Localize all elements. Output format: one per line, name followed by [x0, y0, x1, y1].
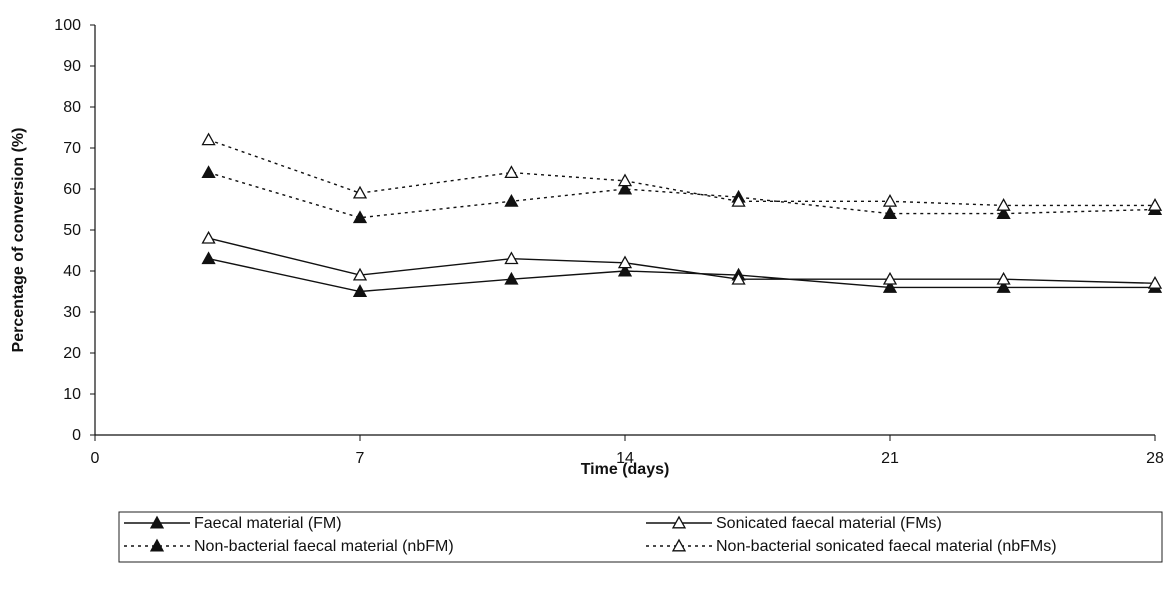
- data-point: [1147, 198, 1163, 211]
- series-layer: [201, 132, 1163, 297]
- data-point: [504, 271, 519, 285]
- x-tick-labels: 0 7 14 21 28: [91, 450, 1164, 467]
- y-tick-label: 90: [63, 58, 81, 75]
- data-point: [617, 255, 633, 269]
- data-point: [996, 271, 1011, 285]
- y-axis-title: Percentage of conversion (%): [10, 128, 27, 353]
- data-point: [201, 165, 216, 179]
- y-tick-label: 0: [72, 427, 81, 444]
- x-tick-label: 0: [91, 450, 100, 467]
- x-tick-label: 28: [1146, 450, 1164, 467]
- data-point: [1147, 275, 1163, 289]
- legend-item: Faecal material (FM): [124, 515, 342, 532]
- legend-marker: [149, 538, 165, 552]
- y-tick-label: 70: [63, 140, 81, 157]
- data-point: [504, 193, 519, 207]
- x-tick-label: 7: [356, 450, 365, 467]
- x-tick-label: 21: [881, 450, 899, 467]
- y-tick-label: 30: [63, 304, 81, 321]
- data-point: [352, 267, 368, 281]
- data-point: [996, 280, 1011, 293]
- data-point: [352, 284, 368, 297]
- data-point: [352, 210, 368, 224]
- data-point: [731, 193, 746, 207]
- data-point: [882, 280, 898, 293]
- series-1: [201, 251, 1163, 297]
- data-point: [617, 263, 633, 277]
- data-point: [882, 271, 898, 285]
- legend-items: Faecal material (FM) Sonicated faecal mat…: [124, 515, 1057, 555]
- y-tick-label: 50: [63, 222, 81, 239]
- data-point: [504, 165, 519, 179]
- legend-label: Non-bacterial sonicated faecal material …: [716, 538, 1057, 555]
- series-4: [201, 132, 1163, 211]
- data-point: [617, 173, 633, 187]
- series-3: [201, 165, 1163, 224]
- data-point: [882, 206, 898, 220]
- series-line: [208, 171, 1156, 219]
- series-2: [201, 230, 1163, 289]
- legend-item: Non-bacterial sonicated faecal material …: [646, 538, 1057, 555]
- y-tick-label: 80: [63, 99, 81, 116]
- y-tick-label: 40: [63, 263, 81, 280]
- y-tick-label: 10: [63, 386, 81, 403]
- legend-item: Sonicated faecal material (FMs): [646, 515, 942, 532]
- legend-box: [118, 511, 1163, 563]
- x-axis-title: Time (days): [581, 461, 670, 478]
- data-point: [201, 230, 216, 244]
- legend-item: Non-bacterial faecal material (nbFM): [124, 538, 454, 555]
- legend-marker: [671, 515, 687, 529]
- y-tick-label: 60: [63, 181, 81, 198]
- x-tick-label: 14: [616, 450, 634, 467]
- data-point: [201, 132, 216, 146]
- data-point: [996, 206, 1011, 220]
- axes: [90, 24, 1156, 441]
- series-line: [208, 258, 1155, 293]
- legend-marker: [149, 515, 165, 529]
- data-point: [731, 271, 746, 285]
- data-point: [352, 185, 368, 199]
- legend-marker: [671, 538, 687, 552]
- legend-label: Sonicated faecal material (FMs): [716, 515, 942, 532]
- y-tick-label: 100: [54, 17, 81, 34]
- series-line: [208, 237, 1156, 284]
- data-point: [882, 193, 898, 207]
- series-line: [208, 139, 1155, 207]
- legend-label: Non-bacterial faecal material (nbFM): [194, 538, 454, 555]
- legend: Faecal material (FM) Sonicated faecal mat…: [118, 511, 1163, 563]
- data-point: [996, 198, 1011, 211]
- data-point: [201, 251, 216, 265]
- y-tick-label: 20: [63, 345, 81, 362]
- data-point: [617, 181, 633, 195]
- data-point: [504, 251, 519, 265]
- y-tick-labels: 0 10 20 30 40 50 60 70 80 90 100: [54, 17, 81, 444]
- legend-label: Faecal material (FM): [194, 515, 342, 532]
